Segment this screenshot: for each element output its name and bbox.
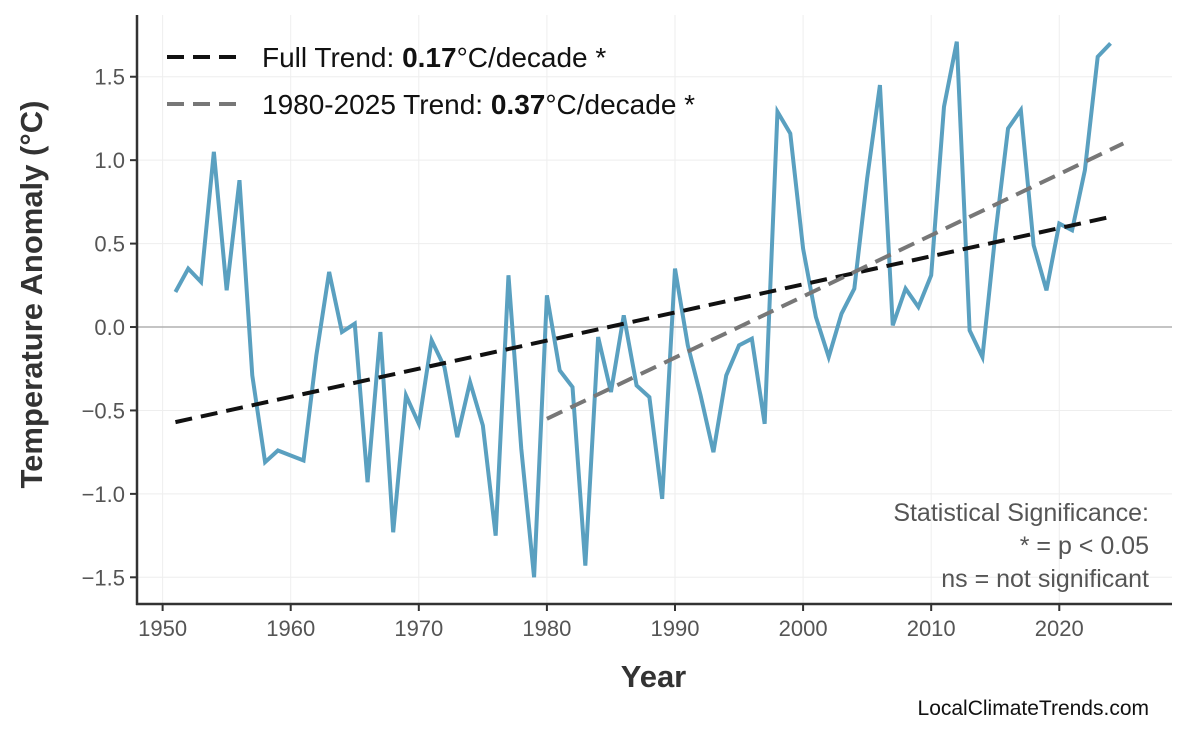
watermark: LocalClimateTrends.com [917,697,1149,720]
x-tick-label: 1960 [266,616,315,641]
x-tick-label: 2020 [1035,616,1084,641]
x-tick-label: 1970 [394,616,443,641]
legend-label: 1980-2025 Trend: [262,89,491,120]
anomaly-series-line [173,41,1112,578]
y-tick-label: −0.5 [82,398,125,423]
significance-note: ns = not significant [941,565,1149,593]
y-tick-label: −1.0 [82,482,125,507]
x-tick-label: 1990 [651,616,700,641]
trend-line-recent [546,141,1125,421]
legend-entry: Full Trend: 0.17°C/decade * [262,42,606,73]
significance-note: * = p < 0.05 [1020,532,1149,560]
legend-unit: °C/decade * [545,89,695,120]
x-tick-label: 2010 [907,616,956,641]
trend-line-full [174,214,1111,425]
legend-unit: °C/decade * [457,42,607,73]
x-tick-label: 1980 [522,616,571,641]
legend-label: Full Trend: [262,42,402,73]
significance-note: Statistical Significance: [893,499,1149,527]
legend-rate: 0.37 [491,89,546,120]
y-axis-label: Temperature Anomaly (°C) [14,101,49,489]
y-tick-label: 0.5 [94,232,125,257]
x-tick-label: 2000 [779,616,828,641]
y-tick-label: 0.0 [94,315,125,340]
x-tick-label: 1950 [138,616,187,641]
legend-rate: 0.17 [402,42,457,73]
y-tick-label: 1.5 [94,65,125,90]
y-tick-label: −1.5 [82,565,125,590]
x-axis-label: Year [621,659,687,694]
legend-entry: 1980-2025 Trend: 0.37°C/decade * [262,89,695,120]
y-tick-label: 1.0 [94,148,125,173]
